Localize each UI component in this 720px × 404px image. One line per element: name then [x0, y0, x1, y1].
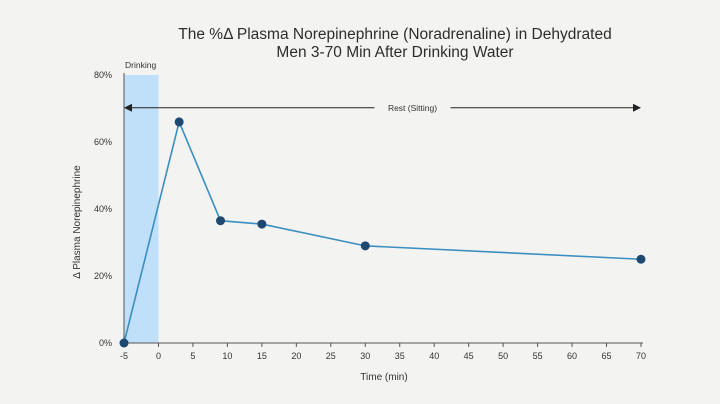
series-line — [123, 119, 642, 344]
x-tick-label: 40 — [429, 351, 439, 361]
x-tick-label: 0 — [156, 351, 161, 361]
drinking-label: Drinking — [125, 60, 156, 70]
annotation-layer: Rest (Sitting) — [124, 103, 641, 113]
x-tick-label: 65 — [602, 351, 612, 361]
rest-arrow-head-right — [633, 103, 641, 112]
series-layer — [119, 117, 646, 348]
y-tick-label: 20% — [94, 271, 112, 281]
drinking-region — [124, 75, 159, 343]
x-tick-label: 30 — [360, 351, 370, 361]
chart-title-line-1: The %Δ Plasma Norepinephrine (Noradrenal… — [178, 26, 612, 43]
rest-arrow-head-left — [124, 103, 132, 112]
axes-layer — [123, 73, 643, 344]
y-tick-label: 60% — [94, 137, 112, 147]
data-point — [119, 338, 129, 348]
x-tick-label: -5 — [120, 351, 128, 361]
rest-label: Rest (Sitting) — [388, 103, 437, 113]
y-tick-label: 40% — [94, 204, 112, 214]
data-point — [257, 219, 267, 229]
x-tick-label: 20 — [291, 351, 301, 361]
y-tick-label: 80% — [94, 70, 112, 80]
shade-layer: Drinking — [124, 60, 159, 343]
y-axis-label: Δ Plasma Norepinephrine — [72, 165, 83, 279]
x-tick-label: 5 — [190, 351, 195, 361]
ticks-layer: -5 0 5 10 15 20 25 30 35 40 45 50 55 60 65 70 0% 20% 40% 60… — [94, 70, 646, 361]
data-point — [360, 241, 370, 251]
data-point — [174, 117, 184, 127]
x-axis-label: Time (min) — [360, 372, 407, 383]
x-tick-label: 55 — [533, 351, 543, 361]
data-point — [636, 254, 646, 264]
data-point — [216, 216, 226, 226]
x-tick-label: 10 — [222, 351, 232, 361]
x-tick-label: 50 — [498, 351, 508, 361]
x-tick-label: 45 — [464, 351, 474, 361]
chart-title: The %Δ Plasma Norepinephrine (Noradrenal… — [0, 26, 720, 62]
x-tick-label: 35 — [395, 351, 405, 361]
x-tick-label: 60 — [567, 351, 577, 361]
y-tick-label: 0% — [99, 338, 112, 348]
x-tick-label: 15 — [257, 351, 267, 361]
chart-title-line-2: Men 3-70 Min After Drinking Water — [276, 44, 514, 61]
x-tick-label: 25 — [326, 351, 336, 361]
x-tick-label: 70 — [636, 351, 646, 361]
